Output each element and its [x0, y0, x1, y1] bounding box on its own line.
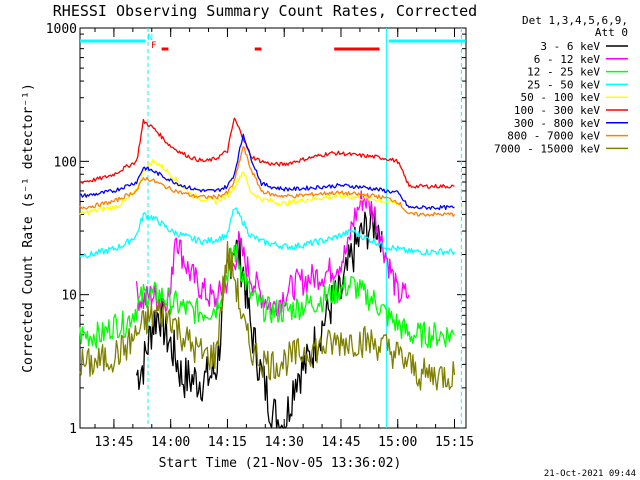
legend-entry-label: 3 - 6 keV	[540, 40, 600, 53]
x-tick-label: 14:45	[321, 435, 360, 450]
flag-annotation: F	[151, 41, 156, 51]
series-line	[79, 243, 455, 349]
plot-frame	[79, 27, 467, 429]
chart-title: RHESSI Observing Summary Count Rates, Co…	[53, 2, 477, 20]
legend-entry-label: 50 - 100 keV	[521, 91, 601, 104]
x-tick-label: 13:45	[94, 435, 133, 450]
legend-header: Att 0	[595, 26, 628, 39]
legend-entry-label: 800 - 7000 keV	[507, 130, 600, 143]
x-tick-label: 14:30	[265, 435, 304, 450]
y-tick-label: 100	[54, 155, 77, 170]
series-line	[79, 133, 455, 211]
x-tick-label: 14:00	[151, 435, 190, 450]
series-line	[79, 207, 456, 259]
series-line	[79, 145, 456, 217]
legend-entry-label: 300 - 800 keV	[514, 117, 600, 130]
series-line	[79, 117, 455, 189]
series-line	[79, 240, 456, 391]
legend-entry-label: 25 - 50 keV	[527, 78, 600, 91]
y-tick-label: 10	[61, 289, 77, 304]
footer-timestamp: 21-Oct-2021 09:44	[544, 469, 636, 479]
legend-entry-label: 7000 - 15000 keV	[494, 142, 600, 155]
y-axis-label: Corrected Count Rate (s⁻¹ detector⁻¹)	[21, 83, 36, 373]
x-tick-label: 15:00	[378, 435, 417, 450]
x-axis-label: Start Time (21-Nov-05 13:36:02)	[159, 456, 402, 471]
flag-annotation: N	[148, 33, 153, 43]
legend-entry-label: 6 - 12 keV	[534, 53, 601, 66]
series-line	[135, 201, 383, 429]
legend-header: Det 1,3,4,5,6,9,	[522, 14, 628, 27]
legend-entry-label: 12 - 25 keV	[527, 66, 600, 79]
y-tick-label: 1000	[46, 22, 77, 37]
y-tick-label: 1	[69, 422, 77, 437]
plot-area: 1 10 100 1000 13:45 14:00 14:15 14:30 14:45 15:00…	[46, 22, 474, 450]
x-tick-label: 14:15	[208, 435, 247, 450]
legend-entry-label: 100 - 300 keV	[514, 104, 600, 117]
x-tick-label: 15:15	[435, 435, 474, 450]
